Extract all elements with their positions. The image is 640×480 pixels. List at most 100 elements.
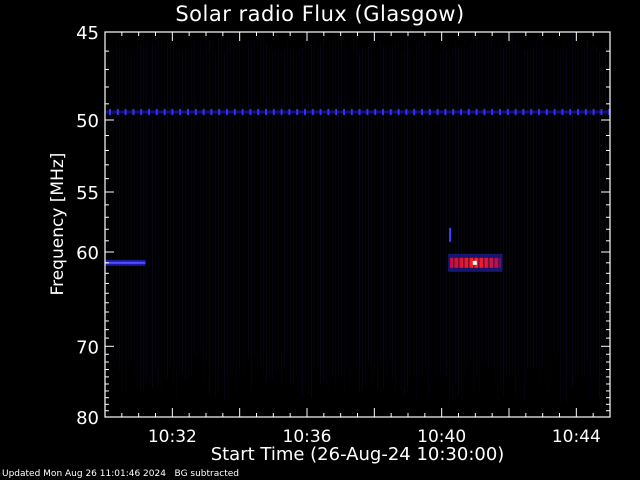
- noise-stripe: [251, 46, 252, 392]
- band-pulse: [475, 109, 478, 115]
- noise-stripe: [590, 48, 591, 403]
- burst-stripe: [493, 256, 495, 269]
- noise-stripe: [458, 45, 459, 396]
- band-pulse: [210, 109, 213, 115]
- band-pulse: [366, 109, 369, 115]
- noise-stripe: [326, 51, 327, 385]
- band-pulse: [522, 109, 525, 115]
- y-axis-label: Frequency [MHz]: [48, 152, 68, 296]
- band-pulse: [561, 109, 564, 115]
- noise-stripe: [290, 47, 291, 387]
- noise-stripe: [365, 38, 366, 388]
- noise-stripe: [215, 51, 216, 398]
- noise-stripe: [353, 38, 354, 365]
- noise-stripe: [566, 47, 567, 402]
- noise-stripe: [440, 53, 441, 374]
- band-pulse: [249, 109, 252, 115]
- noise-stripe: [587, 40, 588, 360]
- band-pulse: [171, 109, 174, 115]
- noise-stripe: [209, 39, 210, 394]
- noise-stripe: [113, 51, 114, 384]
- noise-stripe: [602, 47, 603, 391]
- x-tick-label: 10:44: [552, 427, 601, 447]
- band-pulse: [514, 109, 517, 115]
- noise-stripe: [359, 52, 360, 393]
- noise-stripe: [164, 47, 165, 377]
- burst-stripe: [483, 256, 485, 269]
- band-pulse: [428, 109, 431, 115]
- band-pulse: [584, 109, 587, 115]
- noise-stripe: [419, 37, 420, 373]
- band-pulse: [545, 109, 548, 115]
- noise-stripe: [356, 38, 357, 369]
- band-pulse: [218, 109, 221, 115]
- noise-stripe: [110, 42, 111, 378]
- noise-stripe: [257, 35, 258, 383]
- noise-stripe: [224, 50, 225, 401]
- noise-stripe: [497, 51, 498, 403]
- noise-stripe: [398, 41, 399, 360]
- band-pulse: [304, 109, 306, 115]
- noise-stripe: [572, 34, 573, 389]
- noise-stripe: [581, 43, 582, 398]
- burst-stripe: [453, 256, 455, 269]
- noise-stripe: [242, 43, 243, 382]
- noise-stripe: [578, 39, 579, 376]
- noise-stripe: [548, 44, 549, 390]
- burst-stripe: [478, 256, 480, 269]
- burst-stripe: [468, 256, 470, 269]
- noise-stripe: [227, 35, 228, 379]
- noise-stripe: [545, 42, 546, 383]
- noise-stripe: [221, 34, 222, 368]
- band-pulse: [155, 109, 158, 115]
- noise-stripe: [176, 48, 177, 399]
- noise-stripe: [503, 47, 504, 395]
- noise-stripe: [473, 41, 474, 393]
- noise-stripe: [470, 44, 471, 362]
- noise-stripe: [173, 42, 174, 388]
- burst-stripe: [463, 256, 465, 269]
- noise-stripe: [182, 52, 183, 374]
- noise-stripe: [137, 39, 138, 388]
- noise-stripe: [401, 52, 402, 390]
- noise-stripe: [332, 42, 333, 377]
- noise-stripe: [569, 37, 570, 381]
- band-pulse: [577, 109, 579, 115]
- noise-stripe: [200, 35, 201, 352]
- noise-stripe: [536, 41, 537, 366]
- y-tick-label: 50: [76, 111, 99, 132]
- noise-stripe: [551, 53, 552, 384]
- band-pulse: [483, 109, 486, 115]
- band-0: [105, 110, 610, 114]
- band-pulse: [389, 109, 392, 115]
- band-pulse: [194, 109, 197, 115]
- band-pulse: [124, 109, 127, 115]
- band-pulse: [467, 109, 470, 115]
- noise-stripe: [533, 47, 534, 369]
- band-pulse: [233, 109, 236, 115]
- noise-stripe: [266, 44, 267, 383]
- band-pulse: [272, 109, 275, 115]
- footer-status: Updated Mon Aug 26 11:01:46 2024 BG subt…: [2, 469, 239, 479]
- band-pulse: [109, 109, 111, 115]
- noise-stripe: [554, 38, 555, 356]
- noise-stripe: [368, 45, 369, 363]
- band-pulse: [600, 109, 603, 115]
- background-noise: [107, 34, 609, 407]
- band-pulse: [538, 109, 540, 115]
- y-tick-label: 80: [76, 408, 99, 429]
- noise-stripe: [128, 52, 129, 369]
- burst-tail-2: [449, 227, 452, 242]
- band-pulse: [163, 109, 166, 115]
- band-pulse: [148, 109, 150, 115]
- noise-stripe: [347, 48, 348, 370]
- noise-stripe: [422, 38, 423, 373]
- noise-stripe: [281, 52, 282, 386]
- noise-stripe: [248, 40, 249, 359]
- noise-stripe: [212, 48, 213, 376]
- band-pulse: [280, 109, 283, 115]
- x-tick-label: 10:32: [148, 427, 197, 447]
- noise-stripe: [443, 34, 444, 356]
- noise-stripe: [395, 41, 396, 394]
- noise-stripe: [512, 34, 513, 371]
